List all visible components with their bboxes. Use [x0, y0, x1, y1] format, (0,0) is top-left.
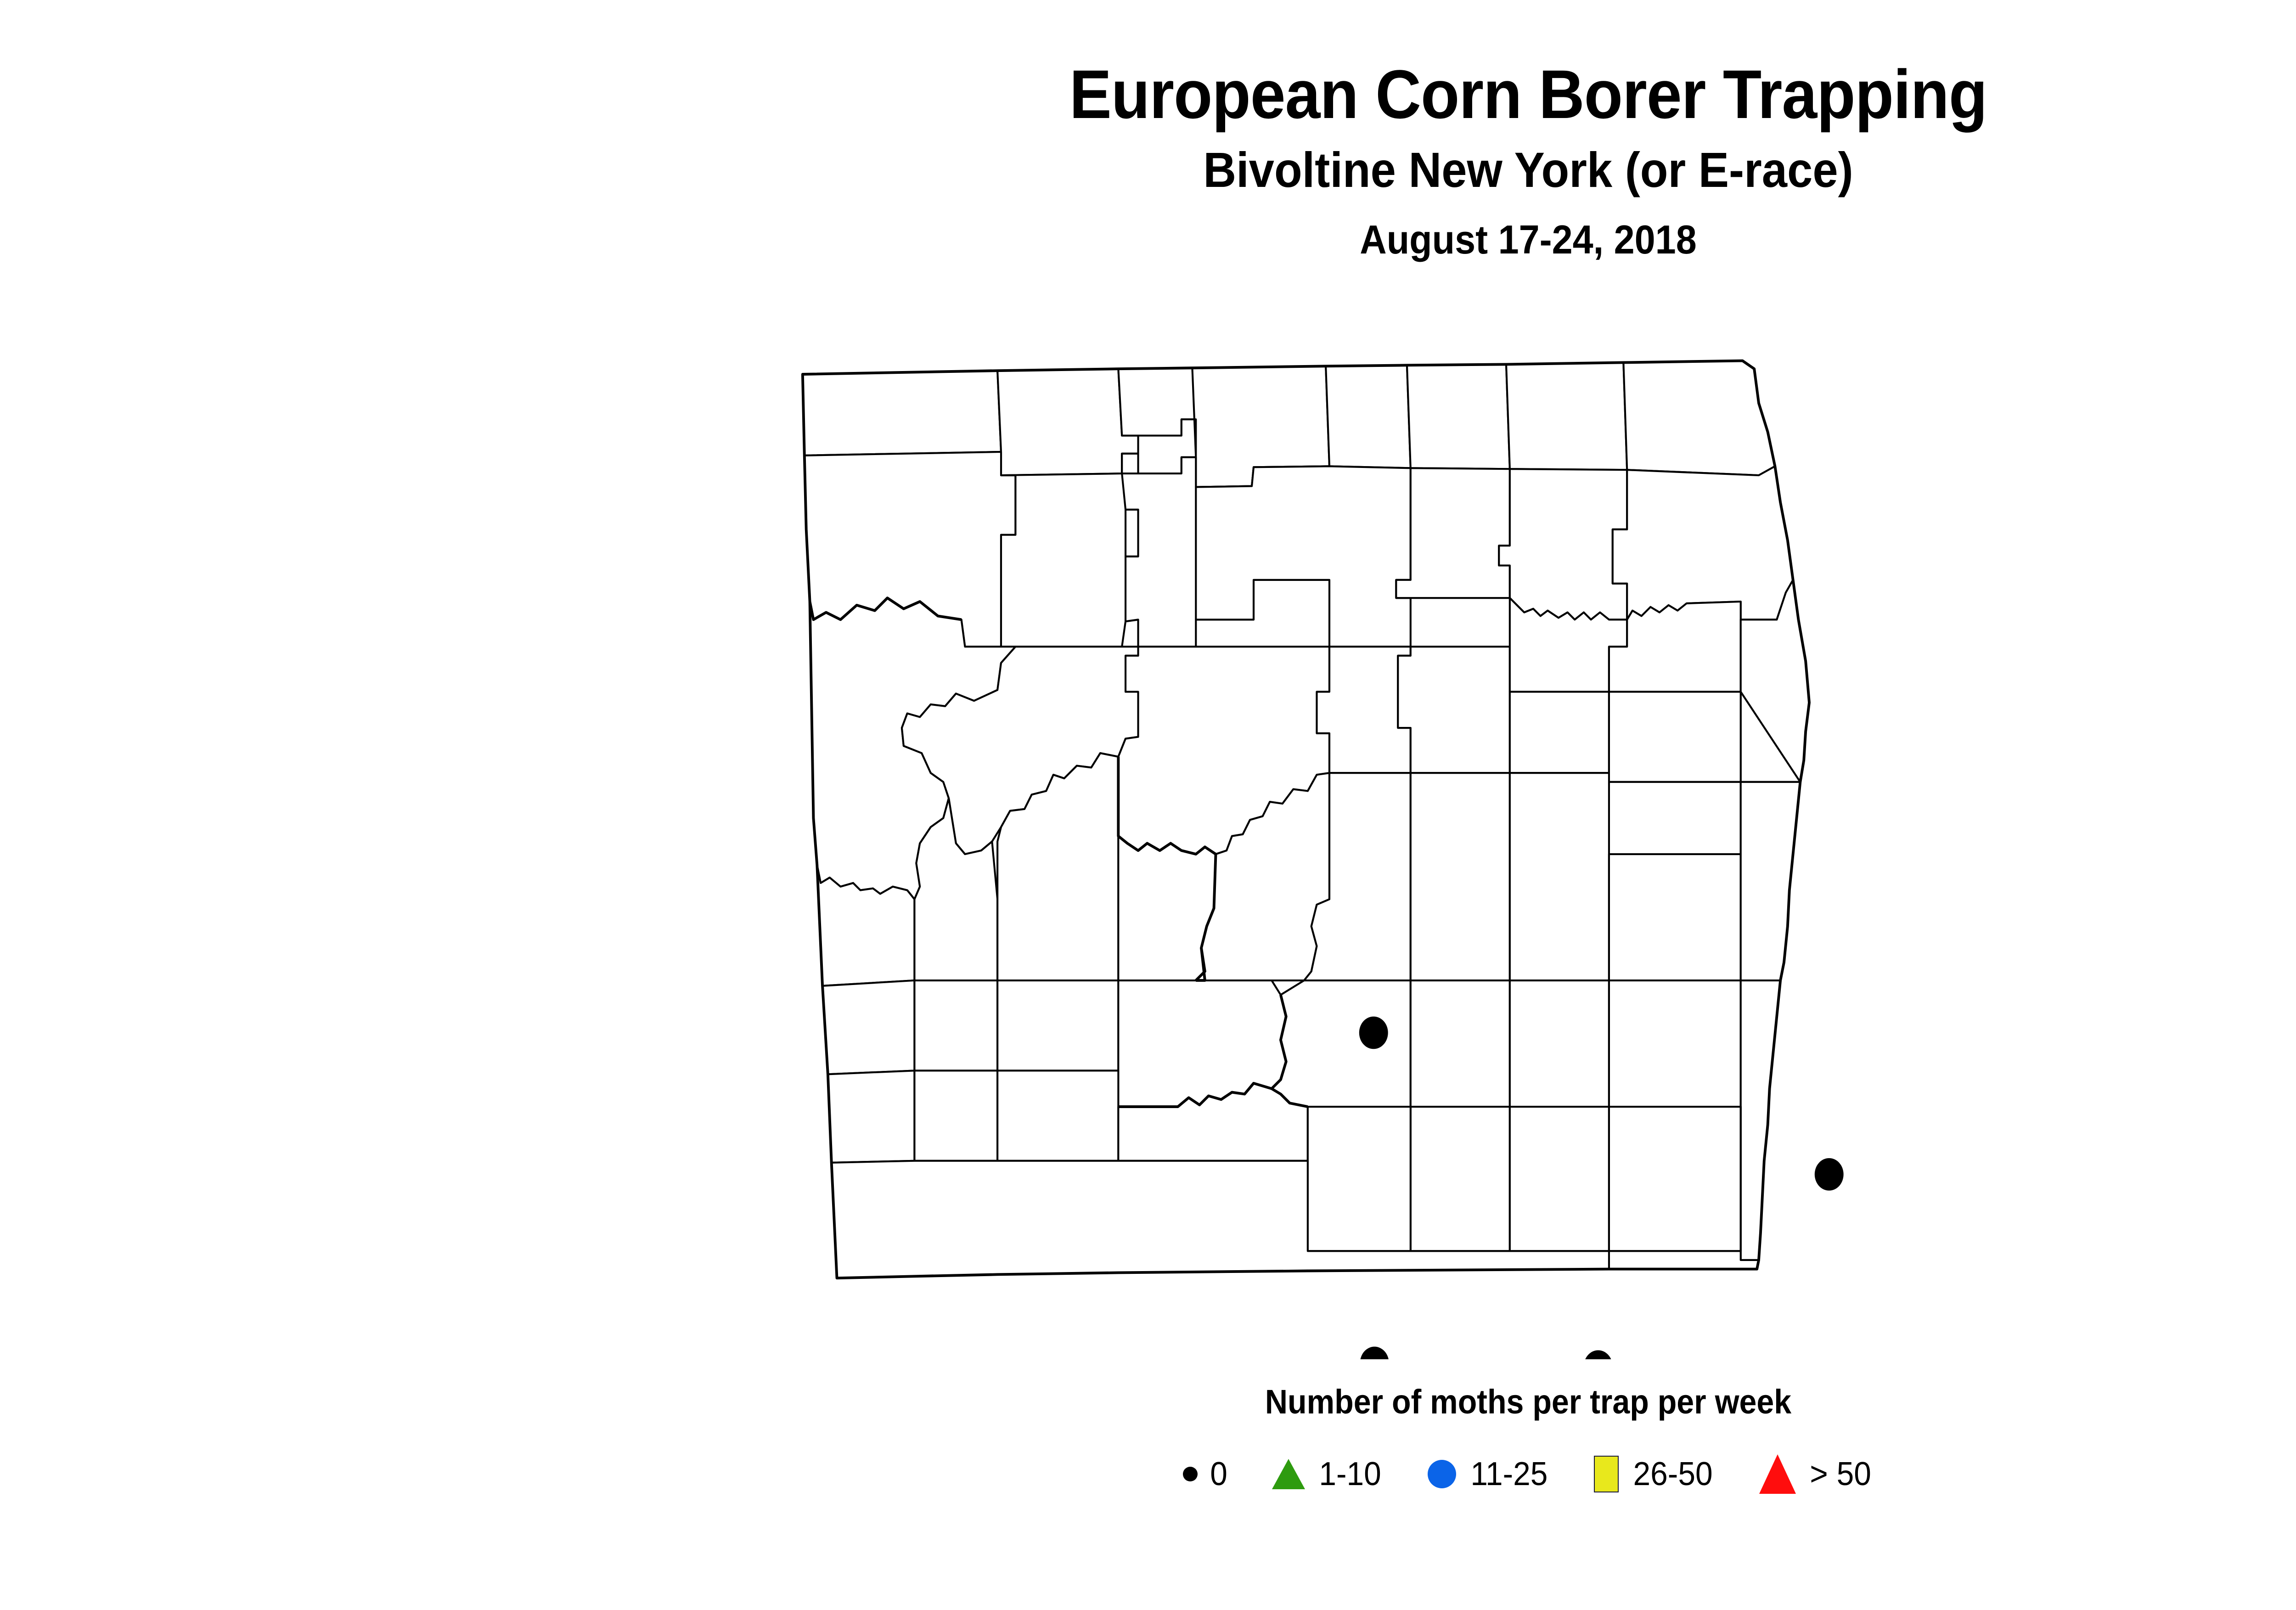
county-ransom [1608, 979, 1742, 1108]
trap-site-dot[interactable] [1360, 1346, 1389, 1360]
county-layer [801, 360, 1811, 1279]
county-foster [1508, 691, 1610, 774]
county-bowman [827, 1070, 916, 1164]
county-traill [1608, 781, 1742, 856]
legend-label-1-10: 1-10 [1319, 1456, 1382, 1492]
trap-site-dot[interactable] [1584, 1350, 1613, 1359]
county-oliver [1117, 835, 1217, 982]
county-griggs [1608, 691, 1742, 783]
county-nelson [1608, 600, 1742, 693]
trap-site-dot[interactable] [1814, 1158, 1844, 1191]
north-dakota-map [643, 349, 2296, 1359]
county-sheridan [1316, 646, 1412, 774]
page-subtitle: Bivoltine New York (or E-race) [1203, 142, 1853, 197]
legend-label-over-50: > 50 [1810, 1456, 1872, 1492]
date-range-label: August 17-24, 2018 [1360, 217, 1697, 262]
trap-dot-layer [1359, 1016, 1844, 1360]
county-cavalier [1505, 361, 1628, 471]
green-triangle-icon [1272, 1459, 1306, 1489]
county-towner [1406, 363, 1511, 470]
legend-item-11-25: 11-25 [1427, 1455, 1550, 1493]
legend-item-zero: 0 [1183, 1455, 1228, 1493]
legend-label-zero: 0 [1210, 1456, 1228, 1492]
legend-label-26-50: 26-50 [1633, 1456, 1713, 1492]
yellow-square-icon [1594, 1456, 1619, 1492]
county-grant [996, 979, 1120, 1072]
county-divide [801, 370, 1002, 456]
county-wells [1397, 646, 1511, 774]
county-dickey [1508, 1105, 1610, 1252]
page-title: European Corn Borer Trapping [1069, 56, 1987, 133]
county-benson [1498, 468, 1628, 621]
county-lamoure [1508, 979, 1610, 1108]
county-ramsey [1611, 465, 1794, 621]
county-sargent [1608, 1105, 1742, 1252]
county-barnes [1608, 853, 1742, 982]
red-triangle-icon [1759, 1454, 1796, 1494]
county-mountrail [1000, 452, 1139, 648]
county-stutsman [1508, 772, 1610, 982]
county-slope [822, 979, 916, 1075]
legend-item-26-50: 26-50 [1594, 1455, 1715, 1493]
title-block: European Corn Borer Trapping Bivoltine N… [0, 60, 2296, 260]
legend-title: Number of moths per trap per week [1265, 1383, 1792, 1421]
county-rolette [1325, 364, 1412, 469]
legend-item-over-50: > 50 [1759, 1454, 1873, 1494]
legend-items-row: 0 1-10 11-25 26-50 > 50 [0, 1454, 2296, 1494]
county-pierce [1395, 467, 1511, 599]
missouri-river-boundary [808, 597, 1308, 1108]
county-hettinger [913, 979, 999, 1072]
state-outline-layer [801, 359, 1811, 1280]
legend-label-11-25: 11-25 [1470, 1456, 1548, 1492]
county-sioux-west [996, 1070, 1120, 1162]
county-mchenry [1195, 465, 1412, 648]
black-dot-icon [1183, 1467, 1198, 1481]
county-logan [1409, 979, 1511, 1108]
county-pembina [1622, 360, 1776, 477]
legend: Number of moths per trap per week 0 1-10… [0, 1382, 2296, 1494]
trap-site-dot[interactable] [1359, 1016, 1388, 1049]
map-svg [801, 359, 1844, 1360]
county-burke [996, 368, 1139, 477]
county-emmons [1271, 979, 1412, 1108]
legend-item-1-10: 1-10 [1272, 1455, 1383, 1493]
blue-circle-icon [1427, 1460, 1456, 1488]
county-south-emmons [1306, 1105, 1412, 1252]
county-adams [913, 1070, 999, 1162]
county-mcintosh [1409, 1105, 1511, 1252]
county-kidder [1409, 772, 1511, 982]
